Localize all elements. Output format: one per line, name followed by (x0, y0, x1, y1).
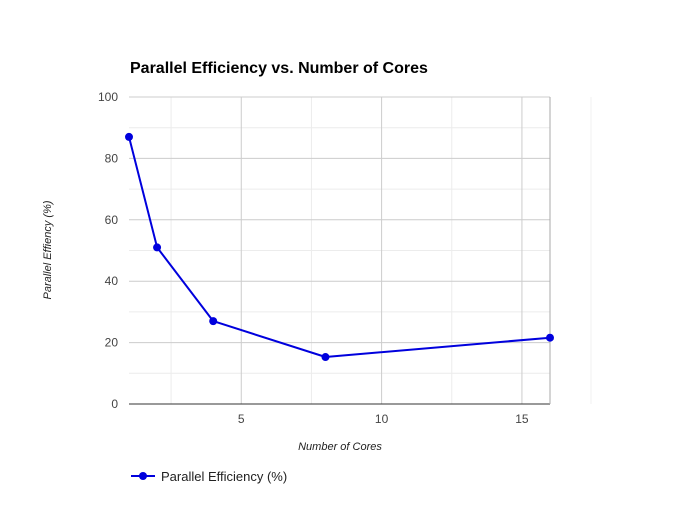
y-tick-label: 100 (98, 90, 118, 104)
chart-title: Parallel Efficiency vs. Number of Cores (130, 60, 428, 77)
data-point (546, 333, 554, 342)
series-layer (125, 132, 554, 362)
y-axis-label: Parallel Effiency (%) (42, 200, 54, 299)
legend-marker (139, 472, 147, 480)
y-tick-label: 60 (105, 213, 119, 227)
x-axis-label: Number of Cores (298, 441, 382, 453)
series-line (128, 136, 551, 358)
axes: 0 20 40 60 80 100 5 10 15 (98, 90, 551, 426)
data-point (153, 243, 162, 252)
x-tick-label: 5 (238, 412, 245, 426)
y-tick-label: 20 (105, 336, 119, 350)
data-point (125, 132, 133, 141)
y-tick-label: 80 (105, 151, 119, 165)
x-tick-label: 15 (515, 412, 529, 426)
data-point (321, 353, 330, 362)
legend-label: Parallel Efficiency (%) (161, 469, 287, 484)
y-tick-label: 0 (111, 397, 118, 411)
grid (129, 96, 592, 404)
data-point (209, 317, 218, 326)
x-tick-label: 10 (375, 412, 389, 426)
y-tick-label: 40 (105, 274, 119, 288)
legend[interactable]: Parallel Efficiency (%) (131, 469, 287, 484)
